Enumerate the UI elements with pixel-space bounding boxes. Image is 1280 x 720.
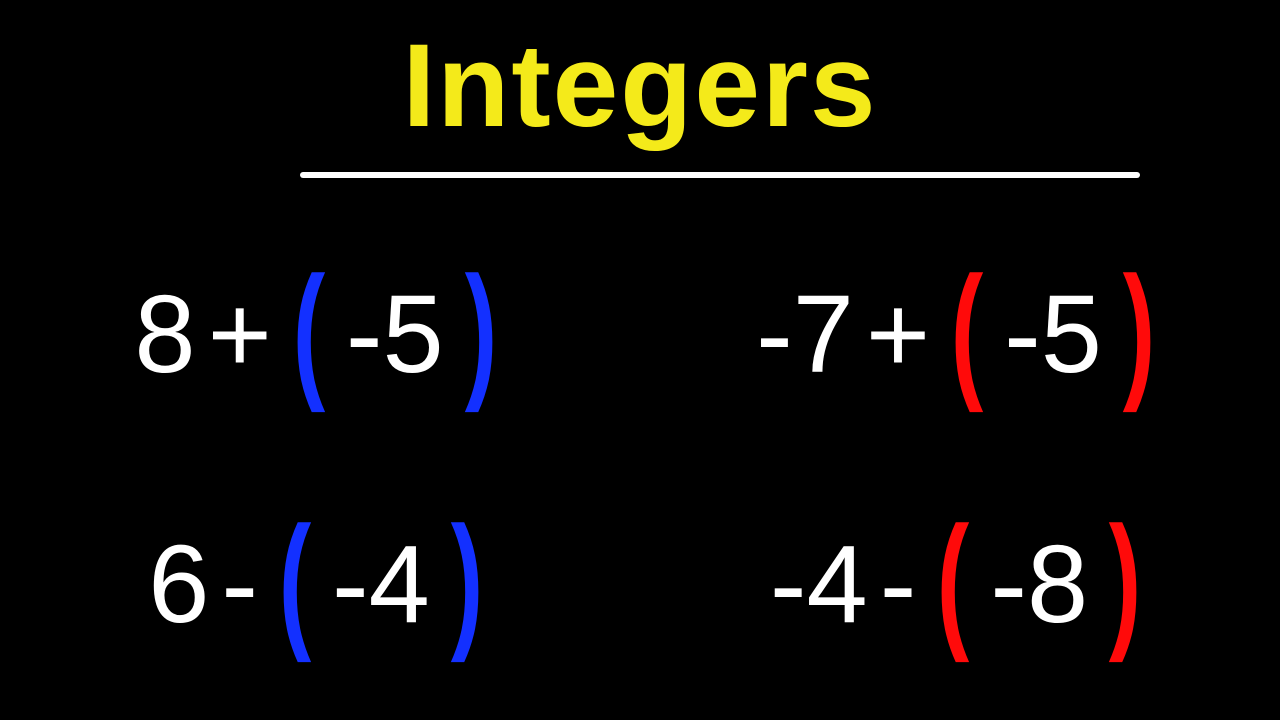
title-underline: [300, 172, 1140, 178]
eq2-left: -7: [756, 280, 854, 390]
open-paren-icon: (: [937, 527, 969, 632]
math-slide: Integers 8 + ( -5 ) -7 + ( -5 ) 6 - ( -4…: [0, 0, 1280, 720]
eq4-left: -4: [770, 530, 868, 640]
eq1-inner: -5: [346, 280, 444, 390]
equation-1: 8 + ( -5 ): [0, 280, 640, 390]
eq1-op: +: [208, 280, 272, 390]
eq3-op: -: [221, 530, 258, 640]
close-paren-icon: ): [451, 527, 483, 632]
eq4-op: -: [880, 530, 917, 640]
equation-row-1: 8 + ( -5 ) -7 + ( -5 ): [0, 280, 1280, 390]
eq2-inner: -5: [1004, 280, 1102, 390]
open-paren-icon: (: [951, 277, 983, 382]
open-paren-icon: (: [279, 527, 311, 632]
equation-4: -4 - ( -8 ): [640, 530, 1280, 640]
equation-2: -7 + ( -5 ): [640, 280, 1280, 390]
equation-3: 6 - ( -4 ): [0, 530, 640, 640]
eq4-inner: -8: [990, 530, 1088, 640]
eq3-inner: -4: [332, 530, 430, 640]
open-paren-icon: (: [293, 277, 325, 382]
eq1-left: 8: [134, 280, 195, 390]
close-paren-icon: ): [1109, 527, 1141, 632]
equation-row-2: 6 - ( -4 ) -4 - ( -8 ): [0, 530, 1280, 640]
eq2-op: +: [866, 280, 930, 390]
eq3-left: 6: [148, 530, 209, 640]
slide-title: Integers: [402, 18, 877, 154]
close-paren-icon: ): [1123, 277, 1155, 382]
close-paren-icon: ): [464, 277, 496, 382]
